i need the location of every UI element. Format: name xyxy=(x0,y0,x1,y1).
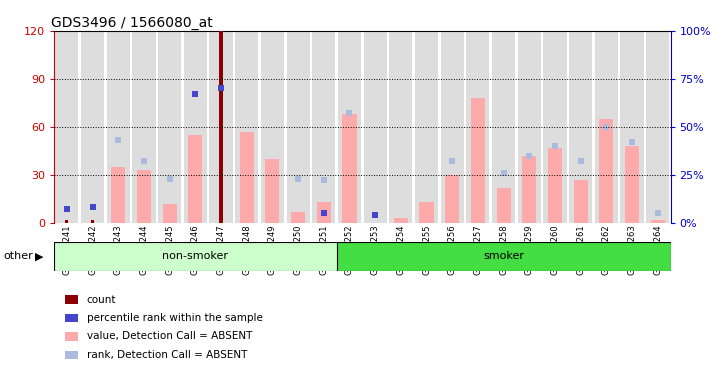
Text: non-smoker: non-smoker xyxy=(162,251,229,262)
Bar xyxy=(91,220,94,223)
Bar xyxy=(544,31,567,223)
Bar xyxy=(518,31,541,223)
Text: other: other xyxy=(4,251,33,262)
Bar xyxy=(415,31,438,223)
Bar xyxy=(445,175,459,223)
Bar xyxy=(81,31,104,223)
Bar xyxy=(574,180,588,223)
Bar xyxy=(595,31,618,223)
Bar xyxy=(107,31,130,223)
Text: value, Detection Call = ABSENT: value, Detection Call = ABSENT xyxy=(87,331,252,341)
Bar xyxy=(548,147,562,223)
Bar xyxy=(184,31,207,223)
Bar xyxy=(56,31,79,223)
Bar xyxy=(522,156,536,223)
Bar xyxy=(286,31,309,223)
Bar xyxy=(111,167,125,223)
Bar xyxy=(420,202,433,223)
Text: rank, Detection Call = ABSENT: rank, Detection Call = ABSENT xyxy=(87,350,247,360)
Bar xyxy=(235,31,258,223)
Bar xyxy=(363,31,386,223)
Bar xyxy=(497,187,510,223)
Bar xyxy=(394,218,408,223)
Bar xyxy=(466,31,490,223)
Bar xyxy=(342,114,356,223)
Text: percentile rank within the sample: percentile rank within the sample xyxy=(87,313,262,323)
Bar xyxy=(137,170,151,223)
Bar xyxy=(569,31,592,223)
Bar xyxy=(646,31,669,223)
Bar xyxy=(163,204,177,223)
Bar xyxy=(471,98,485,223)
Bar xyxy=(441,31,464,223)
Text: GDS3496 / 1566080_at: GDS3496 / 1566080_at xyxy=(51,16,213,30)
Bar xyxy=(261,31,284,223)
Bar xyxy=(291,212,305,223)
Bar xyxy=(389,31,412,223)
Bar xyxy=(133,31,156,223)
Text: smoker: smoker xyxy=(483,251,524,262)
Bar xyxy=(599,119,614,223)
Bar xyxy=(210,31,233,223)
Bar xyxy=(621,31,644,223)
Bar xyxy=(312,31,335,223)
Bar xyxy=(338,31,361,223)
Text: ▶: ▶ xyxy=(35,251,43,262)
Bar xyxy=(239,132,254,223)
Bar xyxy=(650,220,665,223)
Text: count: count xyxy=(87,295,116,305)
Bar xyxy=(219,31,223,223)
Bar xyxy=(265,159,280,223)
Bar xyxy=(625,146,639,223)
Bar xyxy=(66,220,68,223)
Bar xyxy=(492,31,515,223)
Bar xyxy=(158,31,181,223)
Bar xyxy=(317,202,331,223)
Bar xyxy=(188,135,203,223)
